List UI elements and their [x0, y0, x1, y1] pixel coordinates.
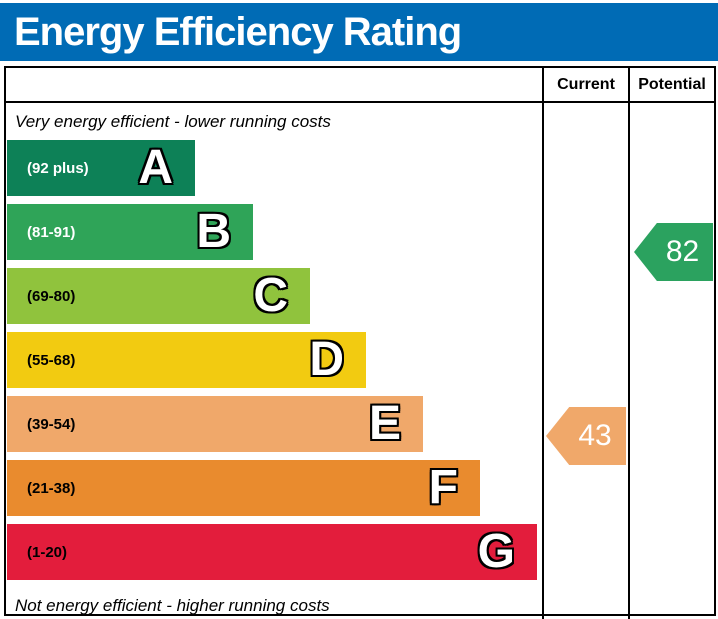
band-row-g: (1-20) G [7, 524, 537, 580]
band-letter: C [253, 269, 288, 322]
potential-rating-arrow: 82 [634, 223, 713, 281]
band-row-a: (92 plus) A [7, 140, 195, 196]
band-range-label: (39-54) [27, 415, 76, 433]
current-column: 43 [542, 103, 628, 619]
column-header-potential: Potential [628, 68, 714, 103]
potential-column: 82 [628, 103, 714, 619]
bands-column: Very energy efficient - lower running co… [6, 103, 542, 619]
band-row-f: (21-38) F [7, 460, 480, 516]
band-range-label: (55-68) [27, 351, 76, 369]
band-row-b: (81-91) B [7, 204, 253, 260]
band-range-label: (69-80) [27, 287, 76, 305]
band-letter: E [368, 397, 401, 450]
band-range-label: (1-20) [27, 543, 68, 561]
page-title: Energy Efficiency Rating [14, 9, 462, 54]
top-note: Very energy efficient - lower running co… [15, 111, 331, 131]
chart-header-spacer [6, 68, 542, 103]
title-bar: Energy Efficiency Rating [0, 3, 718, 61]
band-row-c: (69-80) C [7, 268, 310, 324]
band-range-label: (92 plus) [27, 159, 89, 177]
bottom-note: Not energy efficient - higher running co… [15, 596, 330, 615]
band-range-label: (21-38) [27, 479, 76, 497]
band-letter: F [428, 461, 458, 514]
band-row-e: (39-54) E [7, 396, 423, 452]
band-letter: D [309, 333, 344, 386]
rating-table: Current Potential Very energy efficient … [4, 66, 716, 619]
current-rating-value: 43 [578, 419, 612, 452]
potential-rating-value: 82 [665, 235, 700, 268]
band-letter: A [138, 141, 173, 194]
band-row-d: (55-68) D [7, 332, 366, 388]
band-letter: B [196, 205, 231, 258]
band-letter: G [477, 525, 515, 578]
column-header-current: Current [542, 68, 628, 103]
band-range-label: (81-91) [27, 223, 76, 241]
current-rating-arrow: 43 [546, 407, 626, 465]
